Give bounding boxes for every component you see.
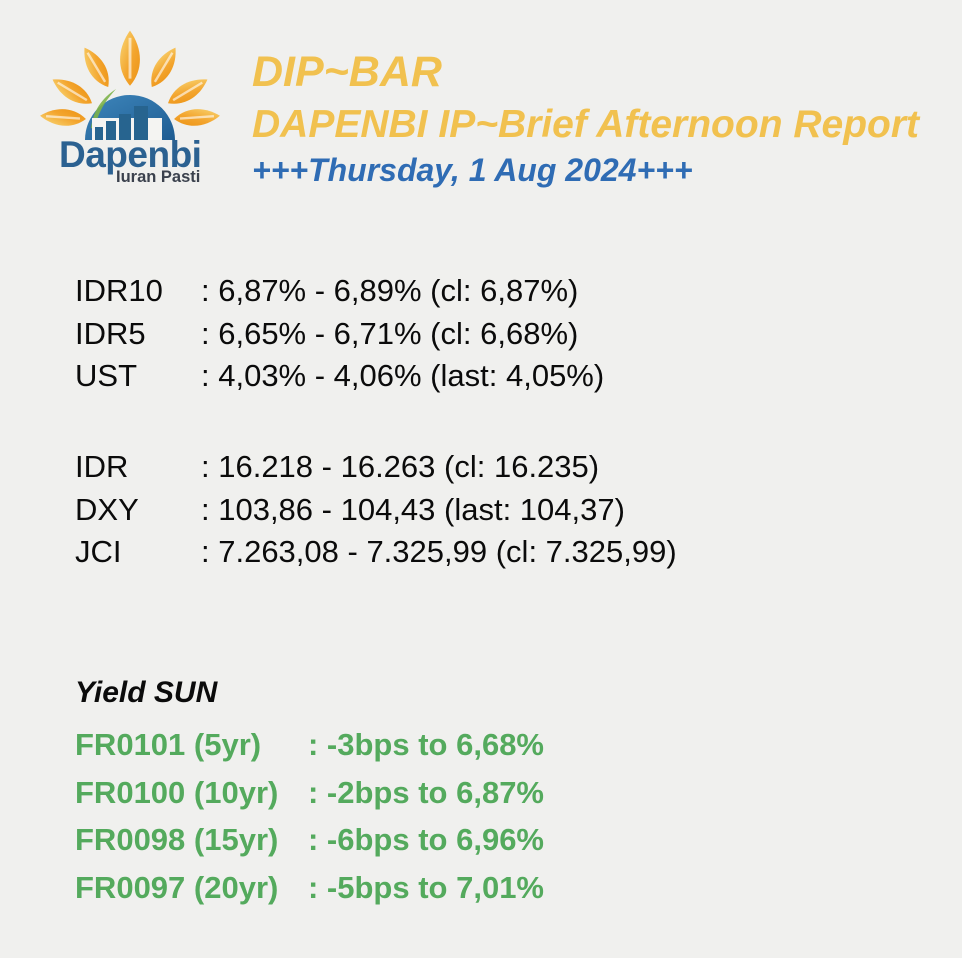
bond-value: : -5bps to 7,01% xyxy=(308,870,544,906)
yield-row-fr0098: FR0098 (15yr) : -6bps to 6,96% xyxy=(75,816,544,864)
logo-brand-text: Dapenbi xyxy=(59,134,202,175)
rates-block: IDR10 : 6,87% - 6,89% (cl: 6,87%) IDR5 :… xyxy=(75,270,604,398)
rate-label: IDR10 xyxy=(75,273,163,308)
markets-block: IDR : 16.218 - 16.263 (cl: 16.235) DXY :… xyxy=(75,446,677,574)
rate-row-idr5: IDR5 : 6,65% - 6,71% (cl: 6,68%) xyxy=(75,313,604,356)
yield-sun-title: Yield SUN xyxy=(75,676,218,709)
yield-sun-section: Yield SUN FR0101 (5yr) : -3bps to 6,68% … xyxy=(75,674,544,912)
market-label: IDR xyxy=(75,449,129,484)
petal-outer-right xyxy=(174,109,220,126)
market-value: : 16.218 - 16.263 (cl: 16.235) xyxy=(201,449,600,484)
bond-label: FR0100 (10yr) xyxy=(75,774,279,810)
petal-top xyxy=(120,30,140,86)
report-header: DIP~BAR DAPENBI IP~Brief Afternoon Repor… xyxy=(252,44,952,191)
petal-mid-left xyxy=(52,79,93,104)
rate-row-idr10: IDR10 : 6,87% - 6,89% (cl: 6,87%) xyxy=(75,270,604,313)
market-row-jci: JCI : 7.263,08 - 7.325,99 (cl: 7.325,99) xyxy=(75,531,677,574)
rate-label: UST xyxy=(75,358,137,394)
report-date: +++Thursday, 1 Aug 2024+++ xyxy=(252,152,693,188)
market-label: DXY xyxy=(75,491,139,527)
petal-outer-left xyxy=(40,109,86,126)
bond-value: : -6bps to 6,96% xyxy=(308,822,544,858)
rate-label: IDR5 xyxy=(75,315,146,351)
yield-row-fr0100: FR0100 (10yr) : -2bps to 6,87% xyxy=(75,769,544,817)
bond-label: FR0101 (5yr) xyxy=(75,727,262,762)
rate-value: : 4,03% - 4,06% (last: 4,05%) xyxy=(201,358,605,394)
rate-value: : 6,87% - 6,89% (cl: 6,87%) xyxy=(201,273,579,308)
market-value: : 7.263,08 - 7.325,99 (cl: 7.325,99) xyxy=(201,534,677,570)
market-row-dxy: DXY : 103,86 - 104,43 (last: 104,37) xyxy=(75,489,677,532)
report-subtitle: DAPENBI IP~Brief Afternoon Report xyxy=(252,103,920,146)
bond-value: : -2bps to 6,87% xyxy=(308,774,544,810)
bond-value: : -3bps to 6,68% xyxy=(308,727,544,762)
dapenbi-logo: Dapenbi Iuran Pasti xyxy=(38,22,224,196)
report-title: DIP~BAR xyxy=(252,48,442,96)
rate-value: : 6,65% - 6,71% (cl: 6,68%) xyxy=(201,315,579,351)
yield-row-fr0097: FR0097 (20yr) : -5bps to 7,01% xyxy=(75,864,544,912)
dome-shape xyxy=(85,89,175,140)
bond-label: FR0097 (20yr) xyxy=(75,870,279,906)
building-bars xyxy=(95,106,148,140)
petal-upper-left xyxy=(84,47,109,88)
bond-label: FR0098 (15yr) xyxy=(75,822,279,858)
rate-row-ust: UST : 4,03% - 4,06% (last: 4,05%) xyxy=(75,355,604,398)
market-label: JCI xyxy=(75,534,122,570)
petal-mid-right xyxy=(167,79,208,104)
market-row-idr: IDR : 16.218 - 16.263 (cl: 16.235) xyxy=(75,446,677,489)
petal-upper-right xyxy=(151,47,176,88)
market-value: : 103,86 - 104,43 (last: 104,37) xyxy=(201,491,625,527)
yield-row-fr0101: FR0101 (5yr) : -3bps to 6,68% xyxy=(75,721,544,769)
sunflower-dome-icon xyxy=(40,30,220,140)
logo-tagline-text: Iuran Pasti xyxy=(116,168,201,186)
